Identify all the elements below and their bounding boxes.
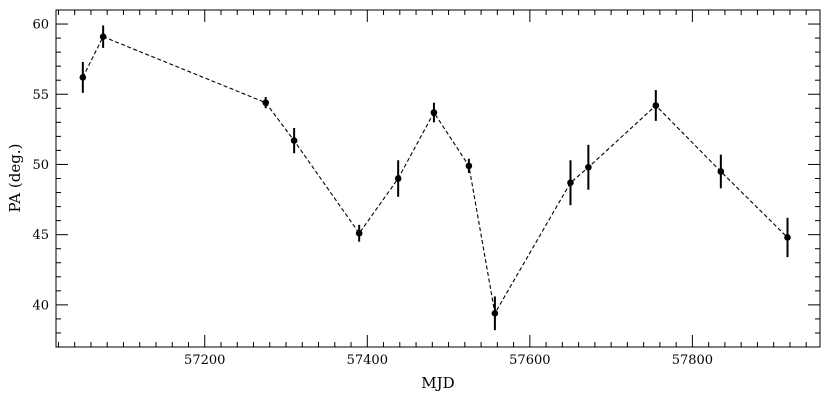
ticks: [56, 9, 820, 348]
data-point: [465, 162, 473, 170]
data-point: [79, 74, 87, 81]
tick-labels: 57200 57400 57600 57800 40 45 50 55 60: [32, 18, 713, 368]
y-tick-label: 50: [32, 158, 49, 173]
data-point: [567, 179, 574, 187]
data-point: [394, 175, 402, 182]
data-point: [430, 109, 438, 116]
y-tick-label: 60: [32, 18, 49, 33]
series-line: [82, 35, 788, 315]
plot-frame: [55, 9, 821, 348]
data-point: [585, 163, 592, 171]
y-tick-label: 55: [32, 88, 49, 103]
x-tick-label: 57800: [672, 353, 713, 368]
data-point: [262, 99, 269, 106]
data-point: [290, 137, 298, 144]
data-point: [652, 102, 660, 109]
y-axis-label: PA (deg.): [6, 144, 24, 213]
data-point: [784, 234, 791, 241]
y-tick-label: 40: [32, 298, 49, 313]
data-point: [717, 168, 725, 175]
data-point: [491, 310, 499, 317]
x-tick-label: 57400: [347, 353, 388, 368]
x-tick-label: 57600: [509, 353, 550, 368]
data-series: [79, 25, 791, 331]
x-tick-label: 57200: [184, 353, 225, 368]
x-axis-label: MJD: [421, 374, 454, 392]
data-point: [355, 229, 363, 237]
y-tick-label: 45: [32, 228, 49, 243]
data-point: [99, 33, 107, 40]
